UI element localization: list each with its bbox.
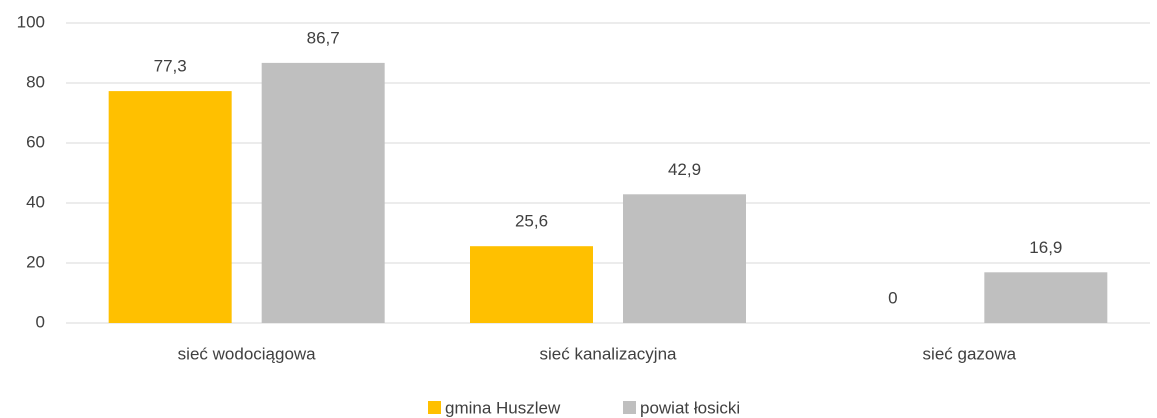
y-tick-label: 40 <box>26 192 45 211</box>
x-tick-label: sieć gazowa <box>923 344 1017 363</box>
y-tick-label: 60 <box>26 132 45 151</box>
data-label: 86,7 <box>307 28 340 47</box>
data-label: 42,9 <box>668 160 701 179</box>
data-label: 25,6 <box>515 212 548 231</box>
bar <box>623 194 746 323</box>
y-tick-label: 80 <box>26 72 45 91</box>
legend-swatch <box>428 401 441 414</box>
y-tick-label: 20 <box>26 252 45 271</box>
data-label: 0 <box>888 288 897 307</box>
x-tick-label: sieć kanalizacyjna <box>539 344 677 363</box>
bar <box>261 62 385 324</box>
y-tick-label: 100 <box>17 12 45 31</box>
y-tick-label: 0 <box>36 312 45 331</box>
x-tick-label: sieć wodociągowa <box>178 344 317 363</box>
bar <box>470 246 593 323</box>
bar <box>984 272 1108 323</box>
data-label: 77,3 <box>154 57 187 76</box>
bar <box>108 91 232 323</box>
legend-label: gmina Huszlew <box>445 398 561 417</box>
data-label: 16,9 <box>1029 238 1062 257</box>
legend-swatch <box>623 401 636 414</box>
legend-label: powiat łosicki <box>640 398 740 417</box>
